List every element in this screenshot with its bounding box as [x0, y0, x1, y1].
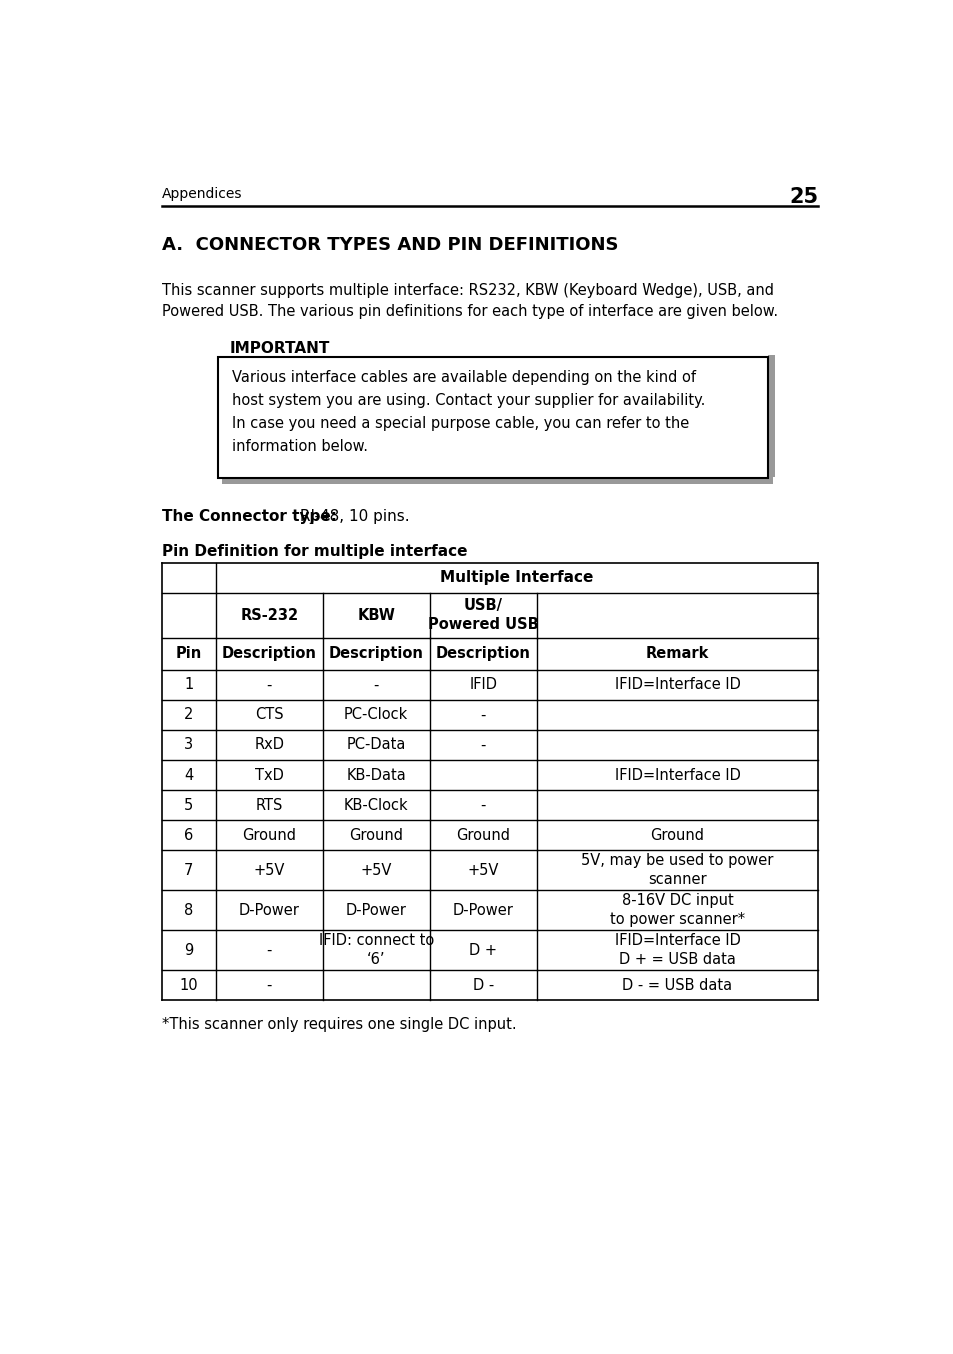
- Text: Description: Description: [221, 646, 316, 661]
- Text: IFID=Interface ID
D + = USB data: IFID=Interface ID D + = USB data: [614, 933, 740, 967]
- Text: +5V: +5V: [360, 862, 392, 877]
- Text: RTS: RTS: [255, 798, 283, 812]
- Text: RxD: RxD: [253, 738, 284, 753]
- Text: This scanner supports multiple interface: RS232, KBW (Keyboard Wedge), USB, and
: This scanner supports multiple interface…: [162, 283, 778, 320]
- FancyBboxPatch shape: [222, 477, 772, 483]
- Text: Pin Definition for multiple interface: Pin Definition for multiple interface: [162, 543, 467, 559]
- Text: 2: 2: [184, 707, 193, 723]
- Text: D - = USB data: D - = USB data: [621, 978, 732, 992]
- Text: A.  CONNECTOR TYPES AND PIN DEFINITIONS: A. CONNECTOR TYPES AND PIN DEFINITIONS: [162, 236, 618, 253]
- Text: The Connector type:: The Connector type:: [162, 509, 336, 524]
- Text: IFID: connect to
‘6’: IFID: connect to ‘6’: [318, 933, 434, 967]
- Text: D-Power: D-Power: [345, 903, 406, 918]
- Text: Appendices: Appendices: [162, 187, 242, 202]
- Text: 7: 7: [184, 862, 193, 877]
- Text: -: -: [374, 677, 378, 692]
- Text: D-Power: D-Power: [238, 903, 299, 918]
- Text: 25: 25: [788, 187, 818, 207]
- Text: -: -: [266, 942, 272, 957]
- Text: IMPORTANT: IMPORTANT: [230, 341, 330, 356]
- Text: Multiple Interface: Multiple Interface: [440, 570, 593, 585]
- Text: D -: D -: [472, 978, 494, 992]
- Text: Ground: Ground: [456, 827, 510, 842]
- Text: PC-Clock: PC-Clock: [344, 707, 408, 723]
- Text: Ground: Ground: [650, 827, 703, 842]
- Text: 1: 1: [184, 677, 193, 692]
- Text: 6: 6: [184, 827, 193, 842]
- Text: +5V: +5V: [253, 862, 285, 877]
- Text: -: -: [480, 738, 485, 753]
- Text: RS-232: RS-232: [240, 608, 298, 623]
- Text: USB/
Powered USB: USB/ Powered USB: [427, 598, 538, 632]
- Text: *This scanner only requires one single DC input.: *This scanner only requires one single D…: [162, 1017, 516, 1032]
- Text: 5V, may be used to power
scanner: 5V, may be used to power scanner: [580, 853, 773, 887]
- Text: KBW: KBW: [356, 608, 395, 623]
- Text: KB-Data: KB-Data: [346, 768, 406, 783]
- Text: Ground: Ground: [349, 827, 403, 842]
- Text: D +: D +: [469, 942, 497, 957]
- Text: 8: 8: [184, 903, 193, 918]
- Text: Pin: Pin: [175, 646, 202, 661]
- Text: Description: Description: [329, 646, 423, 661]
- Text: 9: 9: [184, 942, 193, 957]
- Text: Various interface cables are available depending on the kind of
host system you : Various interface cables are available d…: [232, 371, 704, 454]
- Text: 3: 3: [184, 738, 193, 753]
- Text: 5: 5: [184, 798, 193, 812]
- Text: CTS: CTS: [254, 707, 283, 723]
- FancyBboxPatch shape: [767, 355, 774, 477]
- Text: 4: 4: [184, 768, 193, 783]
- Text: +5V: +5V: [467, 862, 498, 877]
- Text: -: -: [266, 677, 272, 692]
- Text: -: -: [266, 978, 272, 992]
- Text: IFID=Interface ID: IFID=Interface ID: [614, 677, 740, 692]
- Text: KB-Clock: KB-Clock: [343, 798, 408, 812]
- Text: Remark: Remark: [645, 646, 708, 661]
- Text: 8-16V DC input
to power scanner*: 8-16V DC input to power scanner*: [609, 894, 744, 927]
- Text: PC-Data: PC-Data: [346, 738, 405, 753]
- Text: IFID=Interface ID: IFID=Interface ID: [614, 768, 740, 783]
- Text: D-Power: D-Power: [453, 903, 513, 918]
- Text: IFID: IFID: [469, 677, 497, 692]
- Text: RJ-48, 10 pins.: RJ-48, 10 pins.: [294, 509, 410, 524]
- Text: 10: 10: [179, 978, 198, 992]
- FancyBboxPatch shape: [217, 356, 767, 478]
- Text: Description: Description: [436, 646, 530, 661]
- Text: -: -: [480, 798, 485, 812]
- Text: TxD: TxD: [254, 768, 283, 783]
- Text: Ground: Ground: [242, 827, 295, 842]
- Text: -: -: [480, 707, 485, 723]
